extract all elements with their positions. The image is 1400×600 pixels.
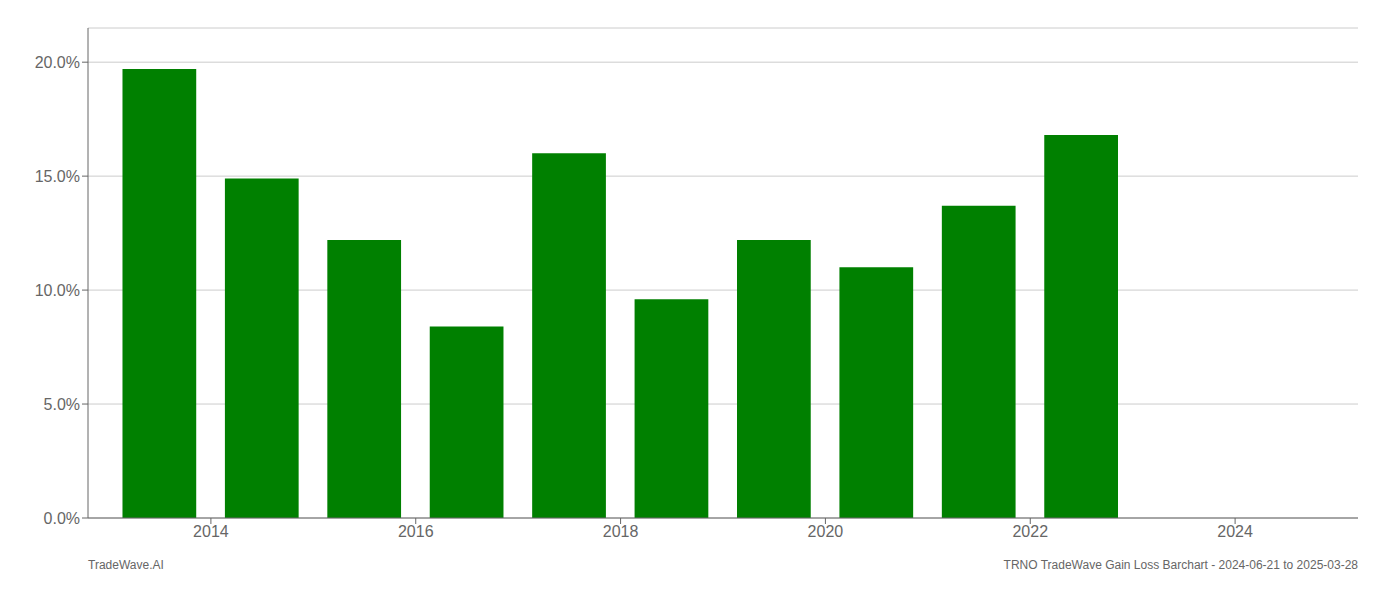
svg-text:2024: 2024: [1217, 523, 1253, 540]
svg-text:2022: 2022: [1012, 523, 1048, 540]
svg-text:10.0%: 10.0%: [35, 282, 80, 299]
html-text:TradeWave.AI: TradeWave.AI: [88, 558, 164, 572]
svg-text:2016: 2016: [398, 523, 434, 540]
svg-text:2020: 2020: [808, 523, 844, 540]
svg-text:2018: 2018: [603, 523, 639, 540]
svg-text:2014: 2014: [193, 523, 229, 540]
svg-text:0.0%: 0.0%: [44, 510, 80, 527]
html-text:TRNO TradeWave Gain Loss Barch: TRNO TradeWave Gain Loss Barchart - 2024…: [1003, 558, 1358, 572]
svg-text:15.0%: 15.0%: [35, 168, 80, 185]
svg-text:5.0%: 5.0%: [44, 396, 80, 413]
svg-text:20.0%: 20.0%: [35, 54, 80, 71]
